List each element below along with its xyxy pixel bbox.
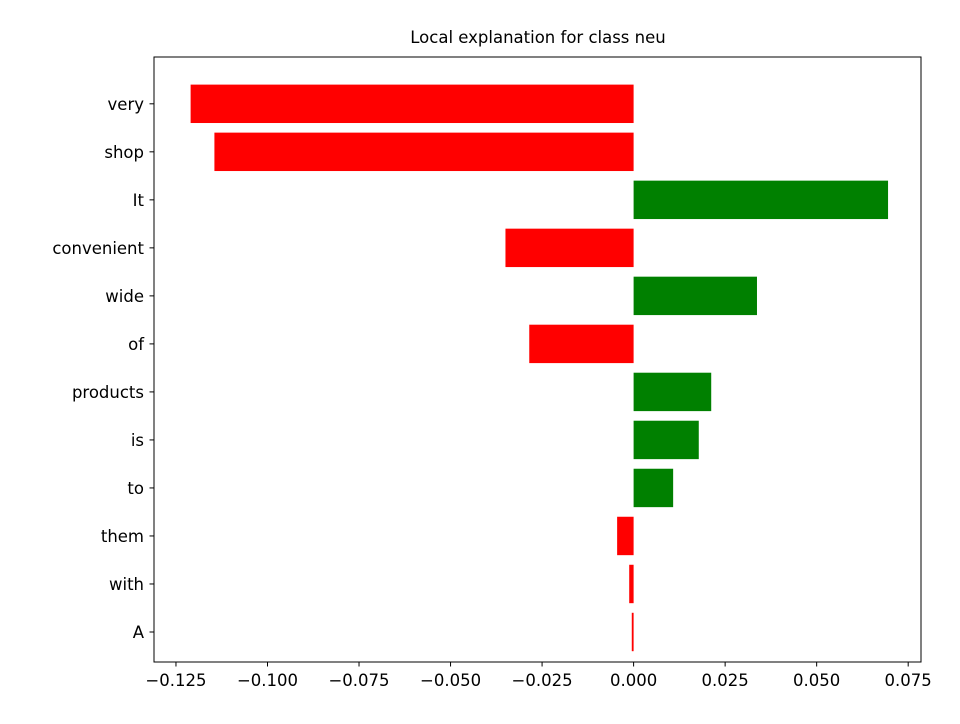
bar-to <box>633 468 674 508</box>
y-tick-label-a: A <box>133 623 145 642</box>
bar-a <box>631 612 634 652</box>
y-tick-label-very: very <box>108 95 145 114</box>
y-tick-label-of: of <box>128 335 145 354</box>
x-tick-label: −0.100 <box>237 671 298 690</box>
x-tick-label: 0.075 <box>885 671 932 690</box>
bar-it <box>633 180 889 220</box>
x-tick-label: 0.050 <box>793 671 840 690</box>
y-tick-label-convenient: convenient <box>52 239 144 258</box>
bar-is <box>633 420 699 460</box>
y-tick-label-it: It <box>133 191 145 210</box>
bar-very <box>190 84 634 124</box>
y-tick-label-products: products <box>72 383 144 402</box>
x-tick-label: 0.025 <box>702 671 749 690</box>
bar-convenient <box>505 228 634 268</box>
bar-shop <box>214 132 634 172</box>
y-tick-label-is: is <box>131 431 144 450</box>
y-tick-label-them: them <box>101 527 144 546</box>
bars-layer <box>190 84 889 652</box>
y-tick-label-wide: wide <box>105 287 144 306</box>
bar-of <box>529 324 634 364</box>
bar-them <box>617 516 634 556</box>
y-tick-label-with: with <box>109 575 144 594</box>
bar-wide <box>633 276 757 316</box>
y-tick-label-to: to <box>127 479 144 498</box>
x-tick-label: −0.075 <box>328 671 389 690</box>
x-tick-label: −0.050 <box>420 671 481 690</box>
axes-layer: very shop It convenient wide of products is to th… <box>52 95 931 690</box>
chart-title: Local explanation for class neu <box>410 28 665 47</box>
bar-products <box>633 372 712 412</box>
x-tick-label: −0.125 <box>145 671 206 690</box>
plot-frame <box>153 56 922 663</box>
x-tick-label: 0.000 <box>610 671 657 690</box>
y-tick-label-shop: shop <box>104 143 144 162</box>
bar-with <box>629 564 634 604</box>
x-tick-label: −0.025 <box>512 671 573 690</box>
